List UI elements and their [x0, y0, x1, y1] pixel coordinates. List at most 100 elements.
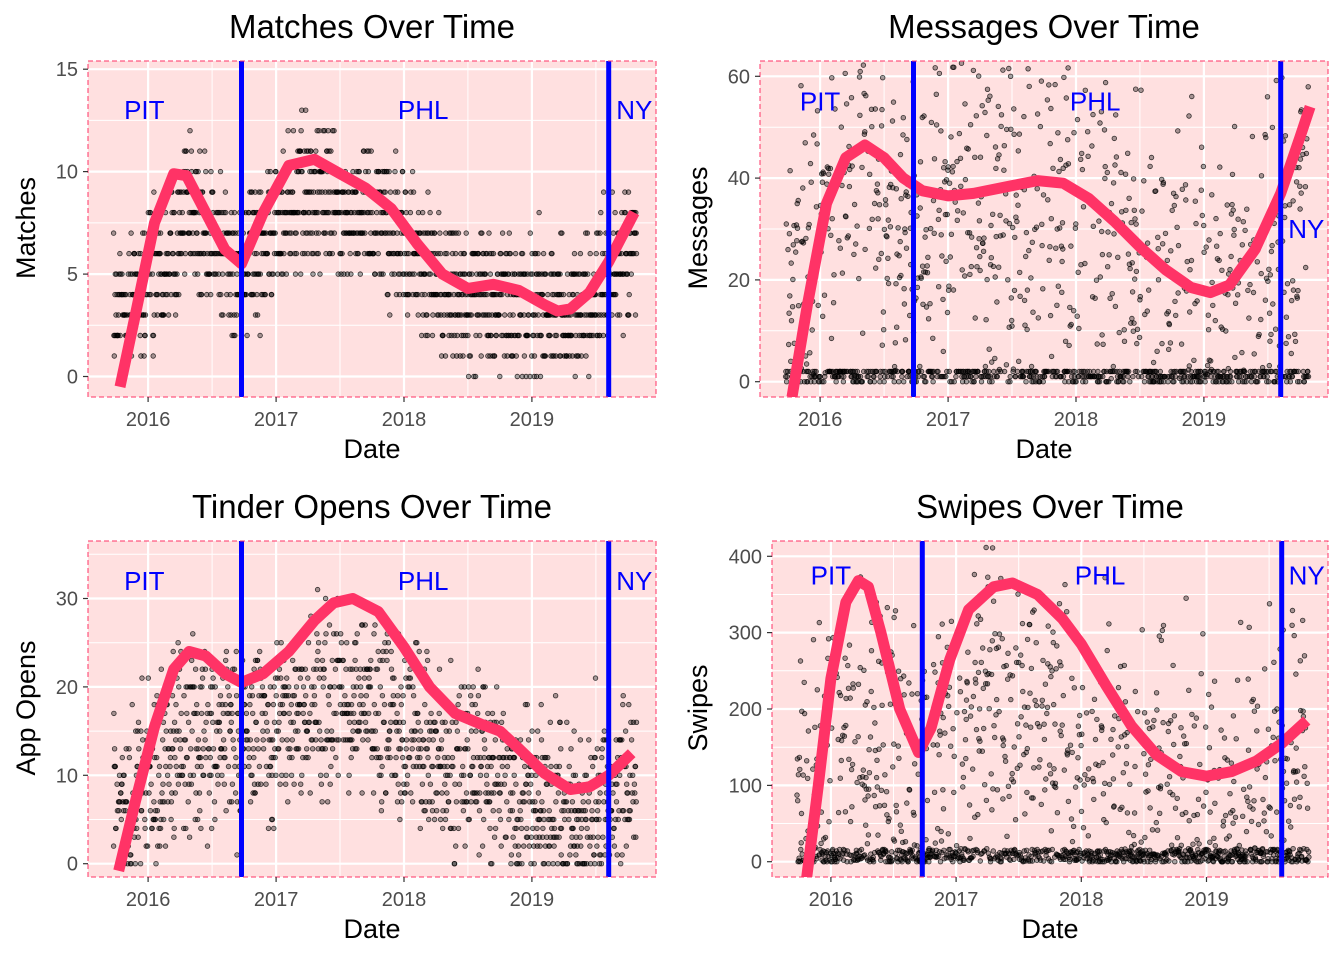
data-point [134, 826, 139, 831]
data-point [319, 782, 324, 787]
data-point [146, 676, 151, 681]
data-point [247, 755, 252, 760]
data-point [791, 243, 796, 248]
data-point [801, 241, 806, 246]
data-point [599, 861, 604, 866]
data-point [1108, 296, 1113, 301]
data-point [359, 693, 364, 698]
data-point [876, 833, 881, 838]
data-point [322, 676, 327, 681]
data-point [422, 764, 427, 769]
data-point [499, 251, 504, 256]
data-point [970, 767, 975, 772]
data-point [871, 859, 876, 864]
data-point [1249, 379, 1254, 384]
data-point [1035, 186, 1040, 191]
data-point [899, 196, 904, 201]
data-point [1185, 259, 1190, 264]
data-point [877, 202, 882, 207]
data-point [1026, 705, 1031, 710]
data-point [538, 374, 543, 379]
data-point [830, 76, 835, 81]
data-point [188, 128, 193, 133]
data-point [191, 773, 196, 778]
data-point [809, 180, 814, 185]
data-point [1060, 290, 1065, 295]
data-point [323, 640, 328, 645]
data-point [894, 281, 899, 286]
data-point [326, 693, 331, 698]
data-point [1228, 374, 1233, 379]
data-point [229, 702, 234, 707]
data-point [1110, 291, 1115, 296]
data-point [356, 251, 361, 256]
data-point [1112, 232, 1117, 237]
data-point [265, 251, 270, 256]
data-point [856, 734, 861, 739]
data-point [1013, 817, 1018, 822]
data-point [974, 114, 979, 119]
data-point [1290, 279, 1295, 284]
data-point [478, 333, 483, 338]
data-point [130, 702, 135, 707]
data-point [1014, 193, 1019, 198]
data-point [598, 231, 603, 236]
data-point [821, 171, 826, 176]
data-point [626, 791, 631, 796]
data-point [512, 755, 517, 760]
data-point [111, 844, 116, 849]
data-point [982, 782, 987, 787]
data-point [788, 168, 793, 173]
data-point [872, 705, 877, 710]
data-point [1001, 743, 1006, 748]
data-point [500, 764, 505, 769]
data-point [521, 791, 526, 796]
data-point [246, 747, 251, 752]
data-point [557, 764, 562, 769]
data-point [1119, 170, 1124, 175]
data-point [245, 729, 250, 734]
data-point [514, 826, 519, 831]
data-point [1205, 363, 1210, 368]
data-point [148, 292, 153, 297]
data-point [1297, 379, 1302, 384]
data-point [870, 217, 875, 222]
data-point [868, 735, 873, 740]
data-point [347, 791, 352, 796]
data-point [387, 738, 392, 743]
data-point [437, 210, 442, 215]
data-point [287, 685, 292, 690]
data-point [154, 861, 159, 866]
data-point [530, 729, 535, 734]
data-point [811, 133, 816, 138]
x-axis-title: Date [343, 434, 400, 464]
data-point [923, 235, 928, 240]
data-point [546, 292, 551, 297]
data-point [841, 379, 846, 384]
data-point [208, 292, 213, 297]
data-point [514, 782, 519, 787]
data-point [939, 233, 944, 238]
data-point [866, 794, 871, 799]
data-point [578, 738, 583, 743]
data-point [234, 755, 239, 760]
data-point [815, 688, 820, 693]
data-point [951, 726, 956, 731]
data-point [482, 755, 487, 760]
data-point [1289, 298, 1294, 303]
data-point [594, 251, 599, 256]
data-point [185, 755, 190, 760]
data-point [903, 338, 908, 343]
data-point [1167, 322, 1172, 327]
data-point [1057, 169, 1062, 174]
data-point [880, 703, 885, 708]
data-point [863, 823, 868, 828]
data-point [262, 693, 267, 698]
data-point [139, 808, 144, 813]
data-point [931, 336, 936, 341]
data-point [1075, 314, 1080, 319]
data-point [171, 747, 176, 752]
data-point [1129, 220, 1134, 225]
data-point [461, 354, 466, 359]
data-point [316, 210, 321, 215]
